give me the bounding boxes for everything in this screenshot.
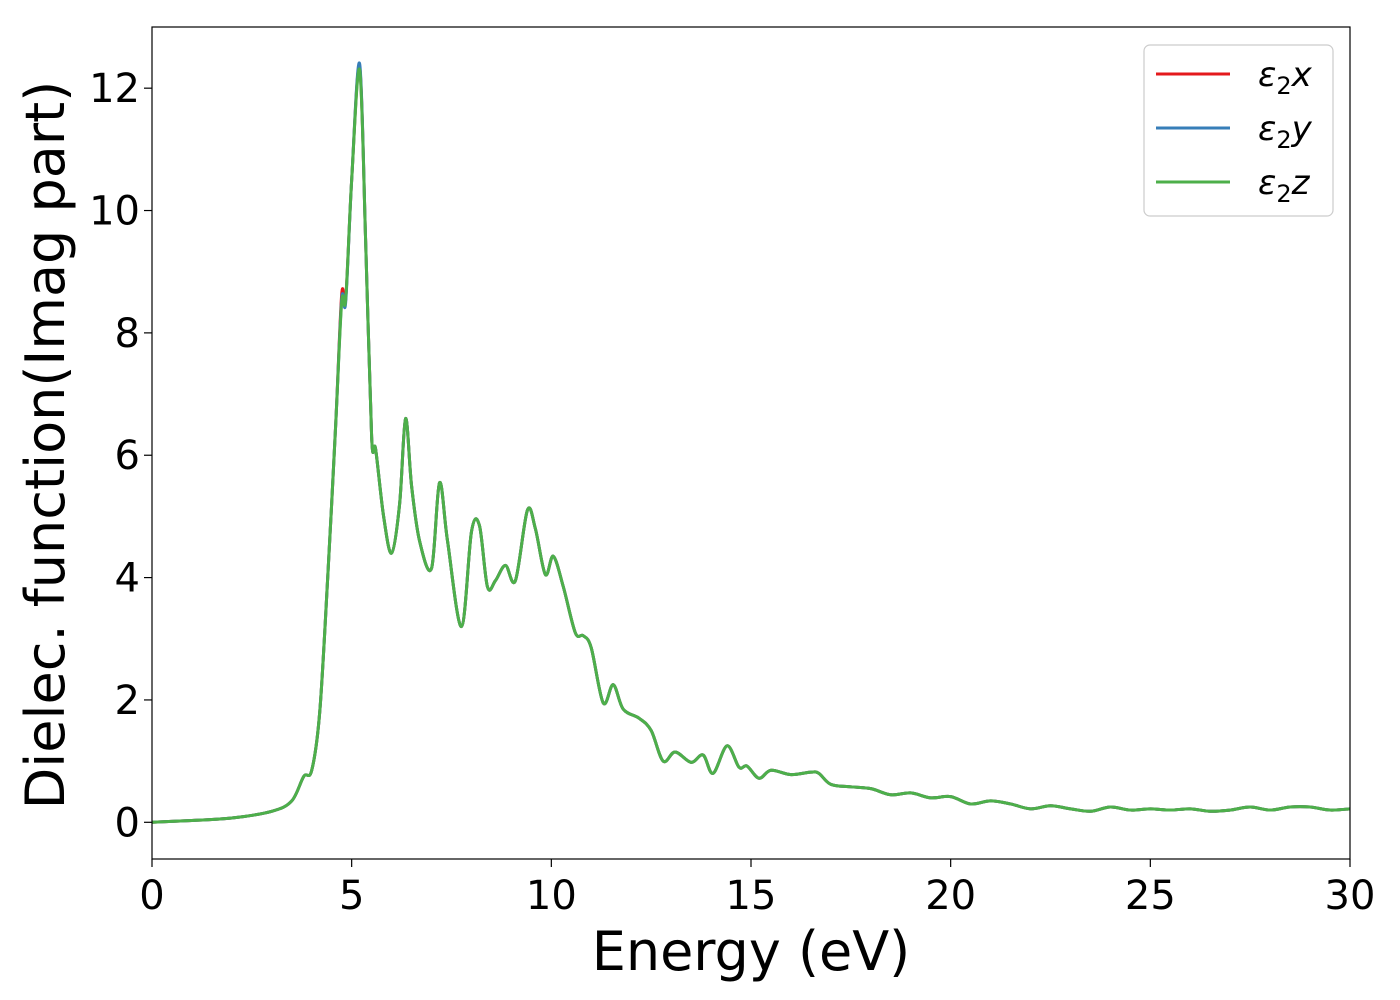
x-tick-label: 25 [1125,873,1176,919]
x-tick-label: 15 [726,873,777,919]
y-tick-label: 4 [115,556,140,602]
y-axis-label: Dielec. function(Imag part) [14,81,77,810]
y-tick-label: 8 [115,311,140,357]
y-tick-label: 10 [89,189,140,235]
legend-label-z: ε2z [1258,163,1311,208]
x-axis-label: Energy (eV) [592,920,911,983]
legend: ε2x ε2y ε2z [1143,44,1334,217]
x-tick-label: 5 [339,873,364,919]
legend-label-x: ε2x [1258,55,1313,100]
y-tick-label: 2 [115,678,140,724]
legend-box [1143,44,1334,217]
series-layer [152,61,1350,824]
x-axis: 0 5 10 15 20 25 30 [139,859,1375,919]
x-tick-label: 20 [925,873,976,919]
x-tick-label: 30 [1325,873,1376,919]
y-tick-label: 12 [89,66,140,112]
y-tick-label: 0 [115,800,140,846]
x-tick-label: 0 [139,873,164,919]
y-axis: 0 2 4 6 8 10 12 [89,66,152,846]
legend-label-y: ε2y [1258,109,1313,154]
y-tick-label: 6 [115,433,140,479]
series-line-z [152,67,1350,824]
x-tick-label: 10 [526,873,577,919]
